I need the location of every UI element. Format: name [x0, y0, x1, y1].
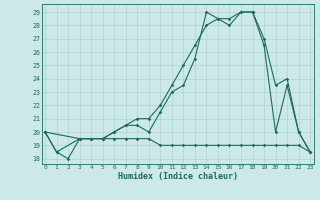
X-axis label: Humidex (Indice chaleur): Humidex (Indice chaleur) — [118, 172, 237, 181]
